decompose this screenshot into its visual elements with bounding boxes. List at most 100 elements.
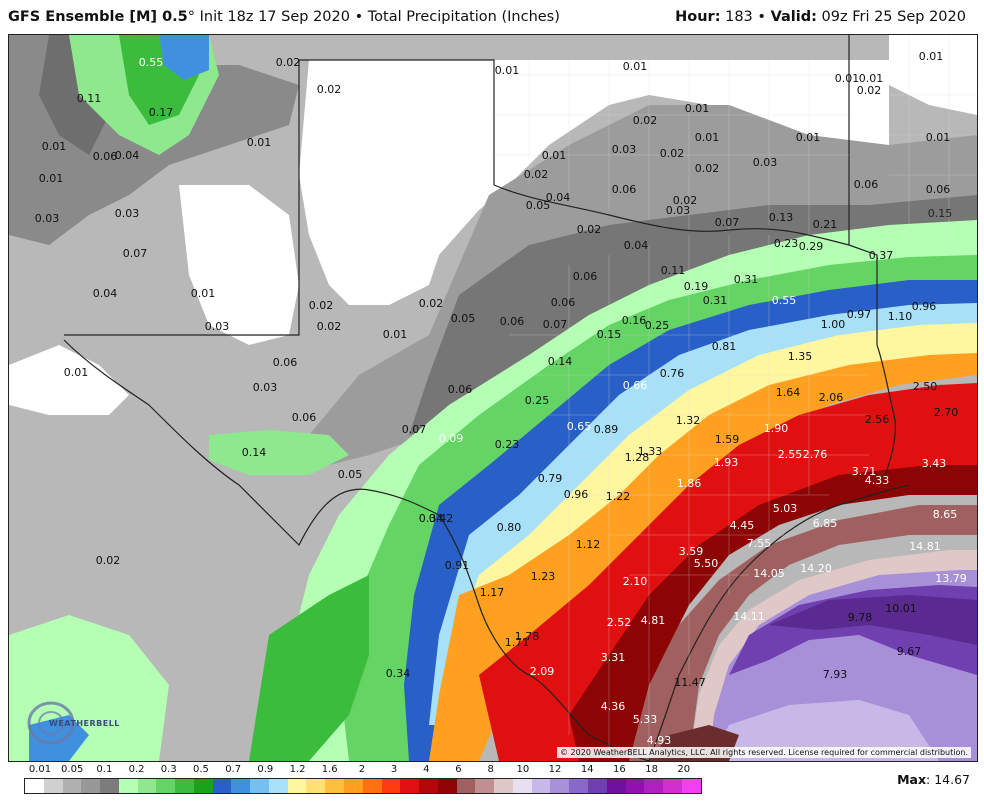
legend-tick-label: 6 <box>455 764 462 775</box>
precip-value-label: 7.93 <box>822 668 848 681</box>
precip-value-label: 0.25 <box>524 394 550 407</box>
area-green-west-blob <box>209 430 349 475</box>
precip-value-label: 1.86 <box>676 477 702 490</box>
precip-value-label: 0.01 <box>38 172 64 185</box>
legend-swatch <box>43 779 63 793</box>
precip-value-label: 0.01 <box>834 72 860 85</box>
max-colon: : <box>926 772 935 787</box>
precip-value-label: 0.02 <box>316 83 342 96</box>
legend-tick-label: 0.05 <box>61 764 84 775</box>
precip-value-label: 0.23 <box>494 438 520 451</box>
county-lines <box>494 35 977 755</box>
precip-value-label: 0.03 <box>204 320 230 333</box>
legend-tick-label: 0.7 <box>225 764 242 775</box>
max-label: Max <box>897 772 927 787</box>
precip-value-label: 0.25 <box>644 319 670 332</box>
precip-value-label: 0.01 <box>694 131 720 144</box>
precip-value-label: 0.04 <box>545 191 571 204</box>
precip-value-label: 14.11 <box>733 610 765 623</box>
precip-value-label: 0.02 <box>418 297 444 310</box>
precip-value-label: 0.66 <box>622 379 648 392</box>
legend-swatch <box>25 779 44 793</box>
legend-swatch <box>625 779 645 793</box>
precip-value-label: 4.33 <box>864 474 890 487</box>
area-blue-northwest <box>159 35 209 80</box>
precip-value-label: 1.93 <box>713 456 739 469</box>
precip-value-label: 0.01 <box>918 50 944 63</box>
legend-tick-label: 0.5 <box>192 764 209 775</box>
legend-swatch <box>587 779 607 793</box>
area-brown-band <box>629 505 977 761</box>
area-clear-west <box>9 345 129 415</box>
legend-swatch <box>550 779 570 793</box>
precip-value-label: 0.14 <box>547 355 573 368</box>
precip-value-label: 0.01 <box>246 136 272 149</box>
legend-tick-label: 1.2 <box>289 764 306 775</box>
precip-value-label: 0.05 <box>337 468 363 481</box>
precip-value-label: 0.34 <box>418 512 444 525</box>
precip-value-label: 4.81 <box>640 614 666 627</box>
legend-swatch <box>212 779 232 793</box>
precip-value-label: 1.33 <box>637 445 663 458</box>
color-legend: 0.01 0.05 0.1 0.2 0.3 0.5 0.7 0.9 1.2 1.6 2 3 4 6 8 10 1… <box>24 764 702 794</box>
precip-value-label: 0.09 <box>438 432 464 445</box>
precip-value-label: 0.02 <box>308 299 334 312</box>
legend-colorbar <box>24 778 702 794</box>
legend-swatch <box>250 779 269 793</box>
precip-value-label: 0.14 <box>241 446 267 459</box>
precip-value-label: 11.47 <box>674 676 706 689</box>
precip-value-label: 14.05 <box>753 567 785 580</box>
legend-swatch <box>512 779 532 793</box>
precip-value-label: 10.01 <box>885 602 917 615</box>
precip-value-label: 0.01 <box>795 131 821 144</box>
legend-tick-label: 16 <box>613 764 626 775</box>
precip-value-label: 0.17 <box>148 106 174 119</box>
legend-swatch <box>156 779 176 793</box>
precip-value-label: 0.19 <box>683 280 709 293</box>
precip-value-label: 2.56 <box>864 413 890 426</box>
legend-swatch <box>437 779 457 793</box>
precip-value-label: 0.21 <box>812 218 838 231</box>
precip-value-label: 0.01 <box>190 287 216 300</box>
precip-value-label: 0.02 <box>659 147 685 160</box>
precip-value-label: 0.02 <box>632 114 658 127</box>
legend-swatch <box>681 779 701 793</box>
header: GFS Ensemble [M] 0.5° Init 18z 17 Sep 20… <box>0 0 984 34</box>
valid-label: Valid: <box>770 9 817 25</box>
precip-value-label: 0.03 <box>114 207 140 220</box>
precip-value-label: 3.31 <box>600 651 626 664</box>
legend-swatch <box>362 779 382 793</box>
area-dark-red-band <box>569 465 977 761</box>
precip-value-label: 0.06 <box>499 315 525 328</box>
legend-tick-label: 20 <box>677 764 691 775</box>
precip-value-label: 0.01 <box>684 102 710 115</box>
precip-value-label: 0.03 <box>34 212 60 225</box>
precip-value-label: 0.07 <box>542 318 568 331</box>
precip-value-label: 1.78 <box>514 630 540 643</box>
area-clear-panhandle <box>179 185 299 345</box>
precip-value-label: 0.06 <box>92 150 118 163</box>
precip-value-label: 0.03 <box>665 204 691 217</box>
logo-text: WEATHERBELL <box>49 719 120 728</box>
legend-swatch <box>306 779 326 793</box>
precip-value-label: 1.35 <box>787 350 813 363</box>
precip-value-label: 0.01 <box>541 149 567 162</box>
precip-value-label: 0.15 <box>596 328 622 341</box>
legend-swatch <box>344 779 363 793</box>
legend-tick-label: 18 <box>645 764 658 775</box>
precip-value-label: 0.02 <box>576 223 602 236</box>
bullet: • <box>354 9 364 25</box>
precip-value-label: 0.34 <box>385 667 411 680</box>
precip-value-label: 2.52 <box>606 616 632 629</box>
precip-value-label: 1.10 <box>887 310 913 323</box>
legend-swatch <box>81 779 101 793</box>
legend-swatch <box>268 779 288 793</box>
precip-value-label: 0.55 <box>771 294 797 307</box>
precip-value-label: 0.11 <box>660 264 686 277</box>
logo-swirl-icon <box>27 701 75 745</box>
legend-tick-label: 2 <box>358 764 366 775</box>
area-dark-purple-core <box>769 595 977 645</box>
precip-value-label: 2.06 <box>818 391 844 404</box>
legend-swatch <box>118 779 138 793</box>
precip-value-label: 0.65 <box>566 420 592 433</box>
